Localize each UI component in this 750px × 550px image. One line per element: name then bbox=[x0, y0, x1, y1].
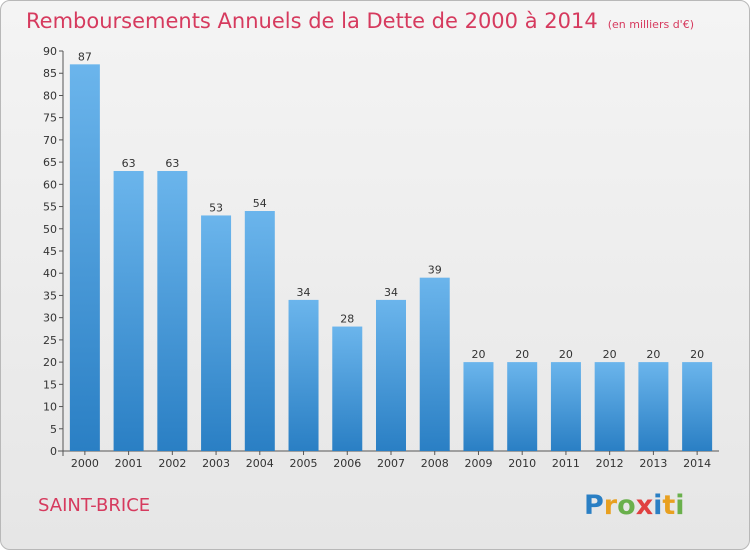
y-tick-label: 50 bbox=[43, 223, 57, 236]
x-tick-label: 2001 bbox=[115, 457, 143, 470]
y-tick-label: 25 bbox=[43, 334, 57, 347]
bar-2010 bbox=[507, 362, 538, 451]
bar-2009 bbox=[463, 362, 494, 451]
town-name: SAINT-BRICE bbox=[38, 495, 151, 516]
x-tick-label: 2013 bbox=[639, 457, 667, 470]
bar-2013 bbox=[638, 362, 669, 451]
chart-subtitle: (en milliers d'€) bbox=[607, 18, 694, 31]
data-label-2011: 20 bbox=[559, 348, 573, 361]
bar-2004 bbox=[244, 211, 275, 451]
data-label-2002: 63 bbox=[165, 157, 179, 170]
bar-2014 bbox=[682, 362, 713, 451]
bar-2011 bbox=[550, 362, 581, 451]
data-label-2007: 34 bbox=[384, 286, 398, 299]
y-tick-label: 60 bbox=[43, 178, 57, 191]
data-label-2003: 53 bbox=[209, 201, 223, 214]
bar-2007 bbox=[376, 299, 406, 451]
data-label-2004: 54 bbox=[253, 197, 267, 210]
bar-2012 bbox=[594, 362, 625, 451]
y-tick-label: 35 bbox=[43, 289, 57, 302]
x-tick-label: 2011 bbox=[552, 457, 580, 470]
data-label-2001: 63 bbox=[122, 157, 136, 170]
data-label-2010: 20 bbox=[515, 348, 529, 361]
chart-bars bbox=[69, 64, 713, 452]
logo-letter: x bbox=[635, 490, 654, 521]
data-label-2014: 20 bbox=[690, 348, 704, 361]
x-tick-label: 2006 bbox=[333, 457, 361, 470]
chart-data-labels: 87 63 63 53 54 34 28 34 39 20 20 20 20 20 20 bbox=[78, 50, 704, 361]
x-tick-label: 2004 bbox=[246, 457, 274, 470]
x-tick-label: 2010 bbox=[508, 457, 536, 470]
y-tick-label: 5 bbox=[50, 423, 57, 436]
data-label-2006: 28 bbox=[340, 313, 354, 326]
y-tick-label: 40 bbox=[43, 267, 57, 280]
data-label-2000: 87 bbox=[78, 50, 92, 63]
data-label-2009: 20 bbox=[471, 348, 485, 361]
y-tick-label: 15 bbox=[43, 378, 57, 391]
logo-letter: i bbox=[653, 490, 663, 521]
x-tick-label: 2012 bbox=[596, 457, 624, 470]
y-tick-label: 0 bbox=[50, 445, 57, 458]
y-tick-label: 75 bbox=[43, 112, 57, 125]
y-tick-label: 45 bbox=[43, 245, 57, 258]
x-tick-label: 2007 bbox=[377, 457, 405, 470]
chart-axes: 0 5 10 15 20 25 30 35 40 45 50 55 60 65 70 75 80 85 90 2000… bbox=[43, 45, 719, 470]
x-tick-label: 2014 bbox=[683, 457, 711, 470]
y-tick-label: 90 bbox=[43, 45, 57, 58]
logo-letter: t bbox=[662, 490, 676, 521]
logo-letter: P bbox=[584, 490, 604, 521]
y-tick-label: 80 bbox=[43, 89, 57, 102]
proxiti-logo[interactable]: Proxiti bbox=[584, 490, 685, 521]
data-label-2012: 20 bbox=[603, 348, 617, 361]
y-tick-label: 55 bbox=[43, 201, 57, 214]
x-tick-label: 2005 bbox=[290, 457, 318, 470]
y-tick-label: 10 bbox=[43, 401, 57, 414]
data-label-2013: 20 bbox=[646, 348, 660, 361]
x-tick-label: 2000 bbox=[71, 457, 99, 470]
y-tick-label: 70 bbox=[43, 134, 57, 147]
x-tick-label: 2003 bbox=[202, 457, 230, 470]
x-tick-label: 2008 bbox=[421, 457, 449, 470]
bar-2002 bbox=[157, 171, 188, 451]
x-tick-label: 2009 bbox=[464, 457, 492, 470]
bar-2008 bbox=[419, 277, 450, 451]
bar-2001 bbox=[113, 171, 144, 451]
chart-title: Remboursements Annuels de la Dette de 20… bbox=[26, 9, 694, 33]
y-tick-label: 85 bbox=[43, 67, 57, 80]
bar-2005 bbox=[288, 299, 319, 451]
logo-letter: r bbox=[603, 490, 618, 521]
x-tick-label: 2002 bbox=[158, 457, 186, 470]
bar-2000 bbox=[69, 64, 100, 452]
y-tick-label: 20 bbox=[43, 356, 57, 369]
bar-2003 bbox=[201, 215, 232, 451]
logo-letter: i bbox=[675, 490, 685, 521]
chart-title-text: Remboursements Annuels de la Dette de 20… bbox=[26, 9, 598, 33]
y-tick-label: 30 bbox=[43, 312, 57, 325]
y-tick-label: 65 bbox=[43, 156, 57, 169]
data-label-2005: 34 bbox=[297, 286, 311, 299]
logo-letter: o bbox=[617, 490, 636, 521]
bar-2006 bbox=[332, 326, 363, 451]
data-label-2008: 39 bbox=[428, 264, 442, 277]
